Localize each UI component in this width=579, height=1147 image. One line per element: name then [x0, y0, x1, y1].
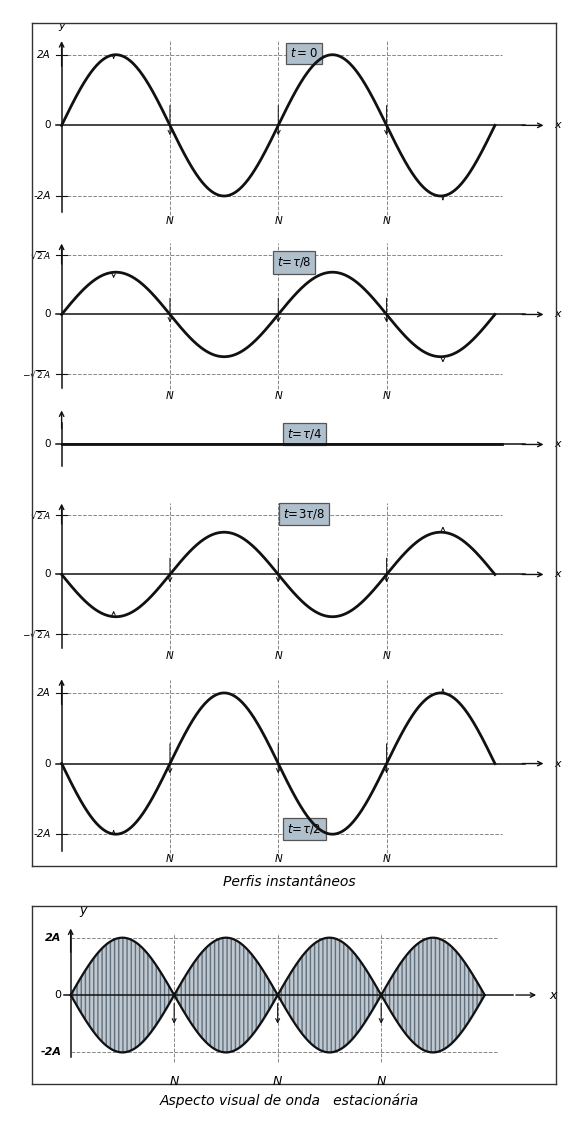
Text: 2A: 2A	[37, 688, 51, 697]
Text: $t\!=\!\tau/4$: $t\!=\!\tau/4$	[287, 427, 322, 442]
Text: x: x	[555, 758, 561, 768]
Text: x: x	[555, 439, 561, 450]
Text: 0: 0	[45, 569, 51, 579]
Text: $-\sqrt{2}A$: $-\sqrt{2}A$	[22, 629, 51, 640]
Text: N: N	[166, 216, 174, 226]
Text: 2A: 2A	[37, 49, 51, 60]
Text: N: N	[170, 1075, 179, 1089]
Text: -2A: -2A	[34, 829, 51, 840]
Text: -2A: -2A	[41, 1047, 61, 1058]
Text: 2A: 2A	[45, 933, 61, 943]
Text: $-\sqrt{2}A$: $-\sqrt{2}A$	[22, 368, 51, 380]
Text: N: N	[274, 391, 282, 400]
Text: $\sqrt{2}A$: $\sqrt{2}A$	[30, 509, 51, 521]
Text: 0: 0	[45, 120, 51, 131]
Text: x: x	[555, 120, 561, 131]
Text: $t\!=\!\tau/2$: $t\!=\!\tau/2$	[287, 822, 321, 836]
Text: N: N	[383, 216, 390, 226]
Text: N: N	[383, 650, 390, 661]
Text: N: N	[166, 391, 174, 400]
Text: N: N	[166, 650, 174, 661]
Text: 0: 0	[45, 758, 51, 768]
Text: 0: 0	[54, 990, 61, 1000]
Text: $\sqrt{2}A$: $\sqrt{2}A$	[30, 249, 51, 260]
Text: N: N	[376, 1075, 386, 1089]
Text: y: y	[58, 21, 65, 31]
Text: y: y	[80, 904, 87, 916]
Text: $t\!=\!\tau/8$: $t\!=\!\tau/8$	[277, 256, 311, 270]
Text: N: N	[274, 650, 282, 661]
Text: $t=0$: $t=0$	[291, 47, 318, 60]
Text: 0: 0	[45, 310, 51, 320]
Text: N: N	[274, 216, 282, 226]
Text: x: x	[549, 989, 557, 1001]
Text: Perfis instantâneos: Perfis instantâneos	[223, 875, 356, 889]
Text: N: N	[273, 1075, 283, 1089]
Text: Aspecto visual de onda   estacionária: Aspecto visual de onda estacionária	[160, 1093, 419, 1108]
Text: N: N	[274, 853, 282, 864]
Text: 0: 0	[45, 439, 51, 450]
Text: -2A: -2A	[34, 192, 51, 201]
Text: x: x	[555, 569, 561, 579]
Text: N: N	[383, 853, 390, 864]
Text: $t\!=\!3\tau/8$: $t\!=\!3\tau/8$	[284, 507, 325, 521]
Text: x: x	[555, 310, 561, 320]
Text: N: N	[166, 853, 174, 864]
Text: N: N	[383, 391, 390, 400]
